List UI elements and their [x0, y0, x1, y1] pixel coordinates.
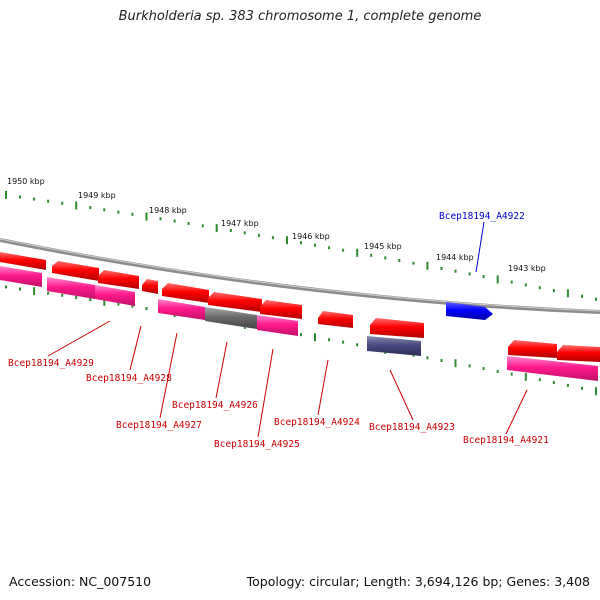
accession-text: Accession: NC_007510	[9, 574, 152, 589]
genome-summary-text: Topology: circular; Length: 3,694,126 bp…	[246, 574, 590, 589]
gene-label-a4925[interactable]: Bcep18194_A4925	[214, 439, 300, 450]
cds-arrow-a4922[interactable]	[446, 302, 493, 320]
gene-label-a4929[interactable]: Bcep18194_A4929	[8, 358, 94, 369]
gene-bar-a4928[interactable]	[95, 285, 135, 306]
cds-arrow-a4924[interactable]	[318, 311, 353, 328]
leader-a4929	[47, 320, 111, 357]
kbp-label-1948: 1948 kbp	[149, 206, 187, 215]
kbp-label-1947: 1947 kbp	[221, 219, 259, 228]
gene-labels: Bcep18194_A4929 Bcep18194_A4928 Bcep1819…	[8, 211, 549, 450]
gene-label-a4923[interactable]: Bcep18194_A4923	[369, 422, 455, 433]
gene-features	[0, 266, 598, 381]
cds-arrow-a4930[interactable]	[0, 252, 46, 270]
kbp-label-1950: 1950 kbp	[7, 177, 45, 186]
cds-arrow-a4928[interactable]	[98, 270, 139, 289]
map-title: Burkholderia sp. 383 chromosome 1, compl…	[118, 9, 482, 24]
upper-tick-ruler	[5, 190, 597, 301]
leader-a4925	[257, 348, 274, 438]
kbp-label-1944: 1944 kbp	[436, 253, 474, 262]
gene-label-a4926[interactable]: Bcep18194_A4926	[172, 400, 258, 411]
kbp-label-1945: 1945 kbp	[364, 242, 402, 251]
cds-arrow-a4926[interactable]	[208, 292, 262, 312]
gene-label-a4922[interactable]: Bcep18194_A4922	[439, 211, 525, 222]
leader-a4927	[159, 332, 178, 419]
cds-arrow-a4921[interactable]	[508, 340, 557, 358]
reverse-strand-features	[0, 252, 600, 362]
label-leaders	[47, 221, 528, 438]
gene-label-a4924[interactable]: Bcep18194_A4924	[274, 417, 360, 428]
leader-a4926	[215, 341, 228, 399]
gene-bar-a4929[interactable]	[47, 277, 95, 299]
cds-arrow-a4927[interactable]	[162, 283, 209, 303]
kbp-label-1949: 1949 kbp	[78, 191, 116, 200]
gene-bar-a4927[interactable]	[158, 299, 205, 320]
cds-arrow-a4920[interactable]	[557, 345, 600, 362]
backbone-highlight	[0, 238, 600, 312]
kbp-label-1946: 1946 kbp	[292, 232, 330, 241]
kbp-labels: 1950 kbp 1949 kbp 1948 kbp 1947 kbp 1946…	[7, 177, 546, 273]
cds-arrow-a4929[interactable]	[52, 261, 99, 281]
cds-arrow-a4927a[interactable]	[142, 279, 158, 294]
leader-a4928	[129, 325, 142, 371]
leader-a4923	[389, 369, 414, 421]
cds-arrow-a4925[interactable]	[260, 300, 302, 319]
gene-label-a4927[interactable]: Bcep18194_A4927	[116, 420, 202, 431]
gene-bar-a4921[interactable]	[507, 356, 598, 381]
gene-bar-a4923[interactable]	[367, 336, 421, 356]
cds-arrow-a4923[interactable]	[370, 318, 424, 338]
gene-bar-a4926[interactable]	[205, 307, 257, 329]
chromosome-backbone	[0, 238, 600, 314]
leader-a4924	[317, 359, 329, 416]
leader-a4921	[505, 389, 528, 435]
gene-label-a4921[interactable]: Bcep18194_A4921	[463, 435, 549, 446]
gene-bar-a4925[interactable]	[257, 315, 298, 336]
leader-a4922	[475, 221, 485, 273]
gene-bar-a4930[interactable]	[0, 266, 42, 287]
gene-label-a4928[interactable]: Bcep18194_A4928	[86, 373, 172, 384]
kbp-label-1943: 1943 kbp	[508, 264, 546, 273]
